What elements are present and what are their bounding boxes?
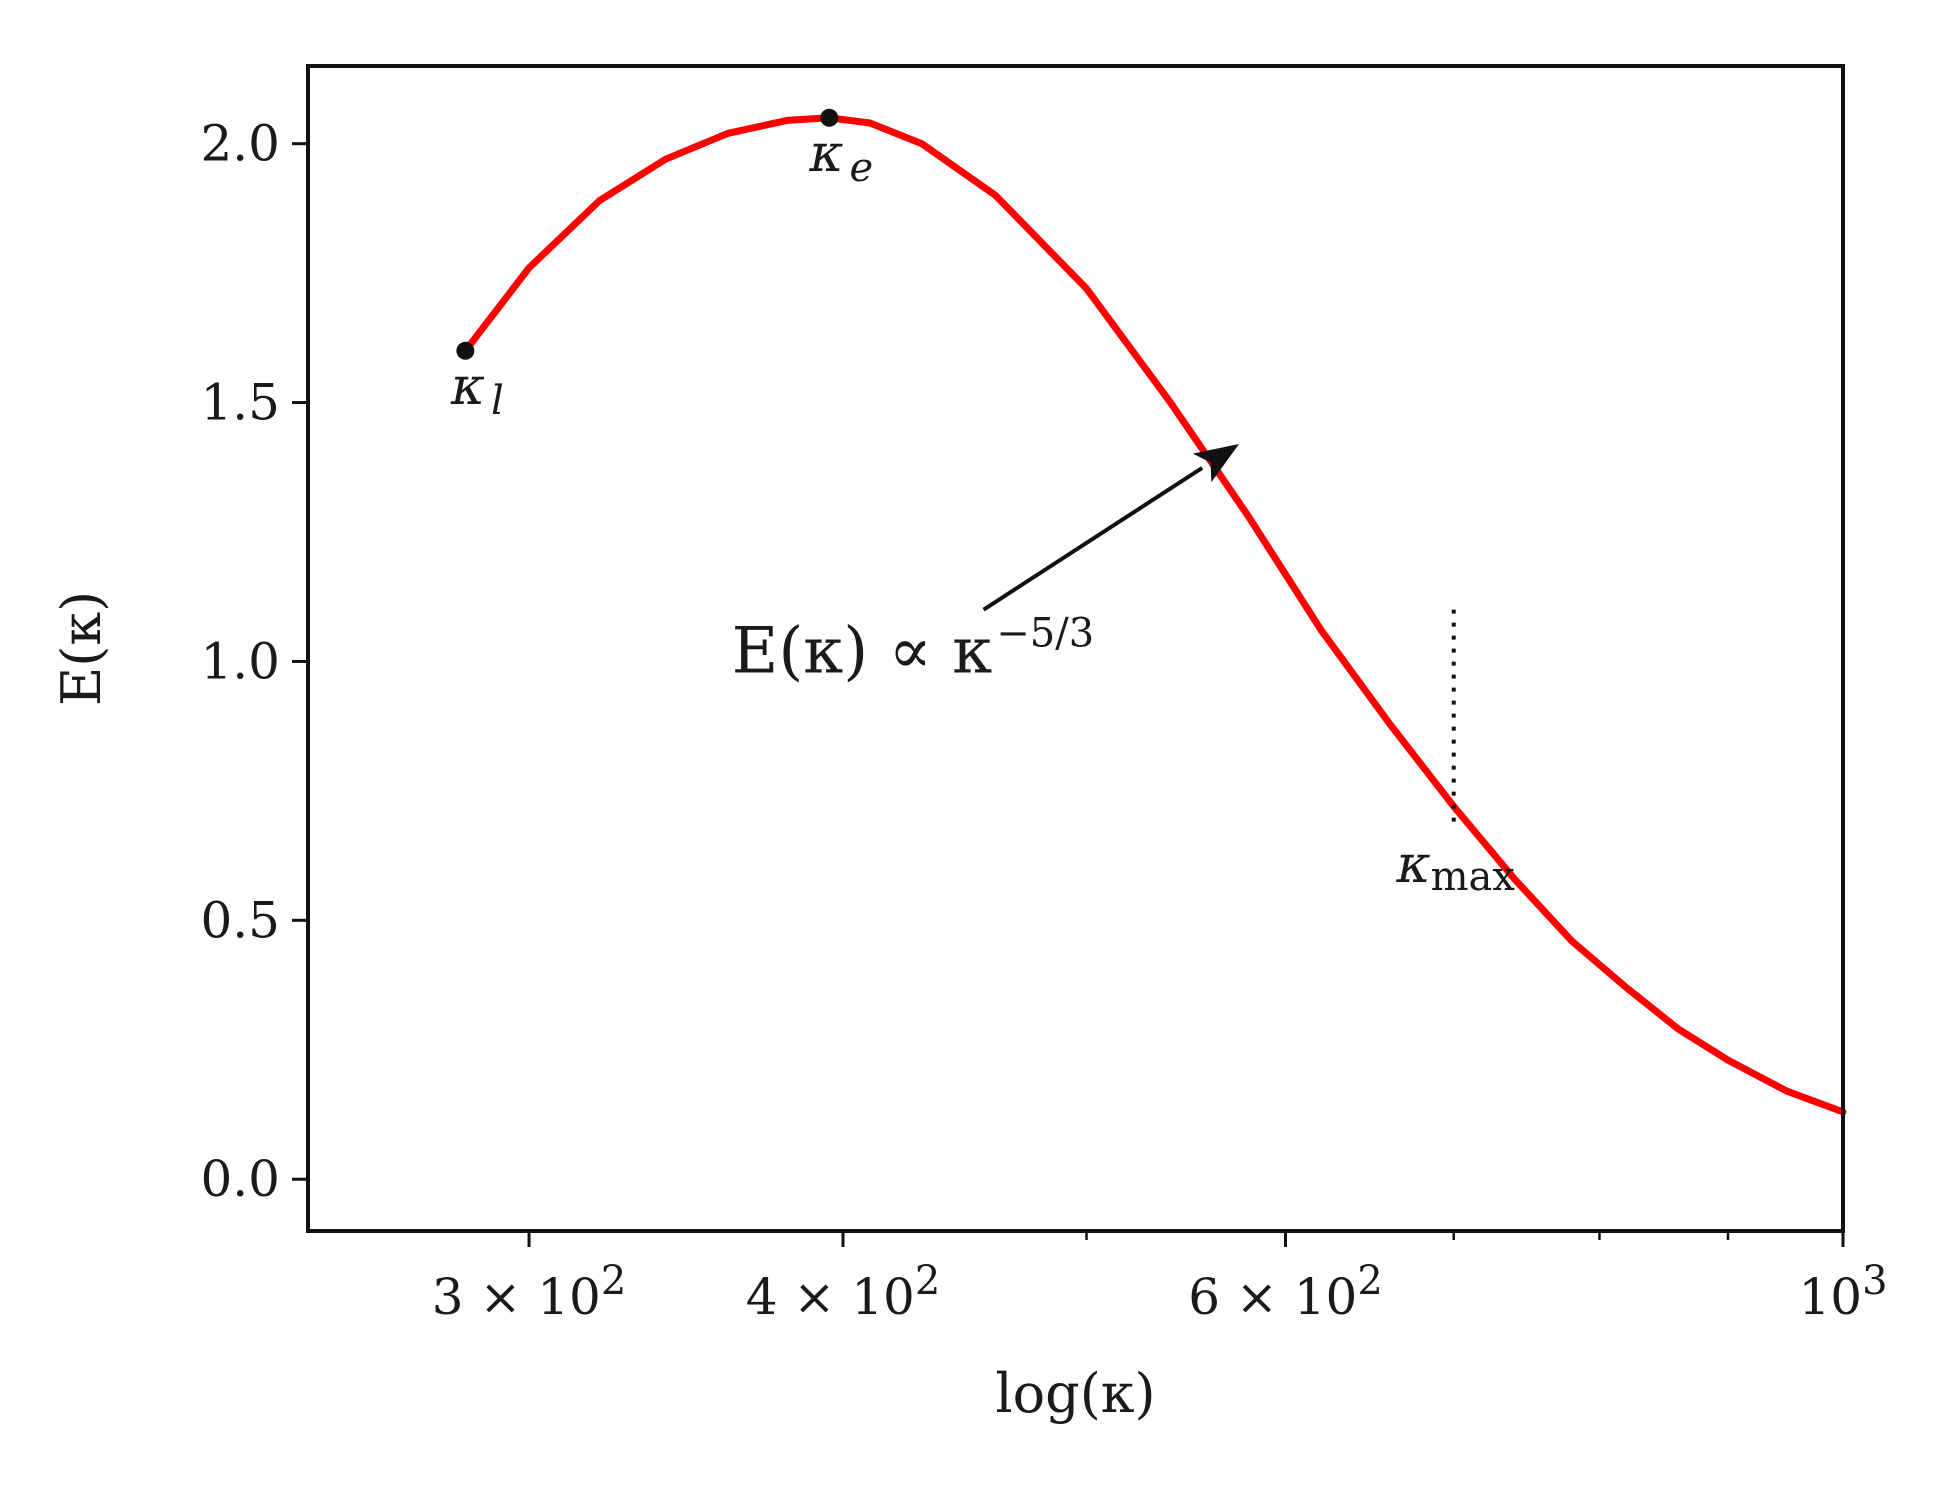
y-tick-label: 0.0 <box>200 1150 280 1208</box>
annotation-arrow-head <box>1192 443 1240 483</box>
x-tick-label: 3 × 102 <box>432 1258 627 1326</box>
series-line <box>461 114 1847 1116</box>
x-tick-label: 6 × 102 <box>1188 1258 1383 1326</box>
annotation-text: E(κ) ∝ κ −5/3 <box>732 611 1095 689</box>
plot-area <box>456 108 1847 1116</box>
x-axis-title: log(κ) <box>995 1362 1155 1425</box>
kmax-label: κmax <box>1396 835 1516 900</box>
x-tick-label: 103 <box>1798 1258 1887 1326</box>
y-tick-label: 1.5 <box>200 374 280 432</box>
y-tick-label: 2.0 <box>200 115 280 173</box>
y-tick-label: 0.5 <box>200 891 280 949</box>
point-kl <box>456 341 475 360</box>
axes-frame <box>306 64 1845 1233</box>
x-tick-label: 4 × 102 <box>746 1258 941 1326</box>
y-tick-label: 1.0 <box>200 632 280 690</box>
point-ke <box>820 108 839 127</box>
axis-ticks <box>292 142 1845 1247</box>
axis-labels: 0.0 0.5 1.0 1.5 2.0 3 × 102 4 × 102 6 × 102 103 κ… <box>200 115 1887 1326</box>
y-axis-title: E(κ) <box>50 591 113 706</box>
annotation-arrow-shaft <box>982 466 1204 612</box>
